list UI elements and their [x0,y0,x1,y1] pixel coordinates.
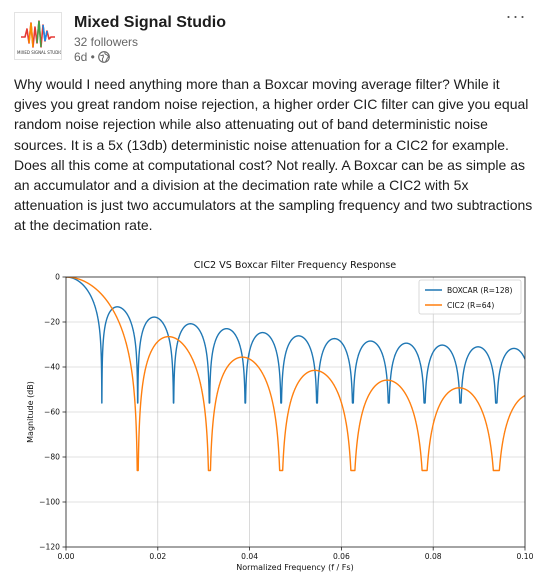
post-body-text: Why would I need anything more than a Bo… [14,76,533,234]
series-line-boxcar [66,277,525,404]
series-line-cic2 [66,277,525,472]
company-logo[interactable]: MIXED SIGNAL STUDIO [14,12,62,60]
more-options-button[interactable]: ··· [505,6,527,26]
frequency-response-chart: CIC2 VS Boxcar Filter Frequency Response… [0,252,542,577]
y-tick-label: −20 [44,318,60,327]
x-tick-label: 0.10 [517,552,534,561]
x-axis-label: Normalized Frequency (f / Fs) [236,563,353,572]
chart-figure: CIC2 VS Boxcar Filter Frequency Response… [0,252,542,577]
chart-title: CIC2 VS Boxcar Filter Frequency Response [194,260,396,271]
legend-label-boxcar: BOXCAR (R=128) [447,286,512,295]
x-axis-ticks: 0.00 0.02 0.04 0.06 0.08 0.10 [58,547,534,561]
chart-legend: BOXCAR (R=128) CIC2 (R=64) [418,279,522,315]
x-tick-label: 0.02 [149,552,166,561]
waveform-logo-icon [21,20,55,48]
y-axis-label: Magnitude (dB) [26,381,35,443]
y-tick-label: −80 [44,453,60,462]
follower-count: 32 followers [74,35,139,49]
y-tick-label: −60 [44,408,60,417]
x-tick-label: 0.06 [333,552,350,561]
logo-wordmark: MIXED SIGNAL STUDIO [17,50,61,55]
y-tick-label: 0 [55,273,60,282]
y-tick-label: −100 [39,498,60,507]
globe-icon [98,51,110,63]
x-tick-label: 0.04 [241,552,258,561]
x-tick-label: 0.00 [58,552,75,561]
legend-label-cic2: CIC2 (R=64) [447,301,494,310]
post-time: 6d • [74,50,95,64]
post-header: MIXED SIGNAL STUDIO Mixed Signal Studio … [14,6,528,66]
y-tick-label: −40 [44,363,60,372]
y-axis-ticks: 0 −20 −40 −60 −80 −100 −120 [39,273,66,552]
x-tick-label: 0.08 [425,552,442,561]
y-tick-label: −120 [39,543,60,552]
author-name[interactable]: Mixed Signal Studio [74,14,227,31]
chart-lines [66,277,525,472]
post-meta: 6d • [74,50,110,64]
